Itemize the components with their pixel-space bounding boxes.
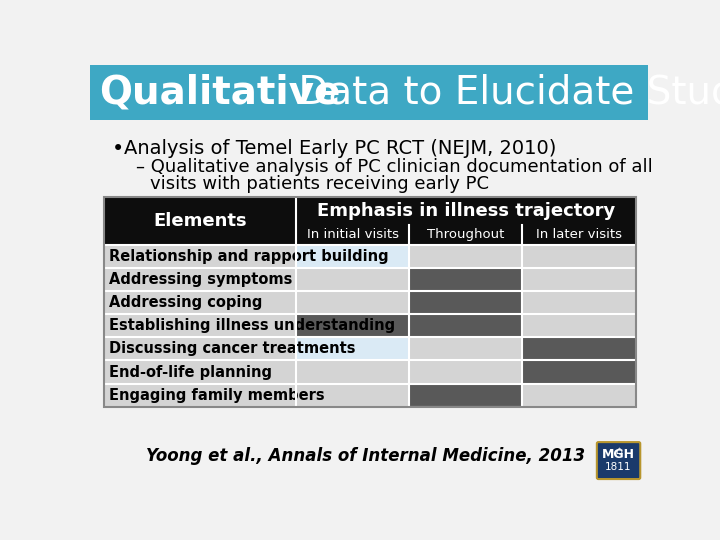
- Bar: [409, 314, 523, 338]
- Text: Throughout: Throughout: [427, 228, 505, 241]
- Bar: [104, 197, 636, 407]
- Bar: [409, 338, 523, 361]
- Bar: [523, 245, 636, 268]
- Bar: [296, 225, 409, 245]
- Bar: [296, 383, 409, 407]
- FancyBboxPatch shape: [597, 442, 640, 479]
- Bar: [104, 383, 296, 407]
- Text: Addressing symptoms: Addressing symptoms: [109, 272, 293, 287]
- Bar: [296, 291, 409, 314]
- Bar: [409, 225, 523, 245]
- Bar: [296, 245, 409, 268]
- Bar: [104, 245, 296, 268]
- Bar: [523, 383, 636, 407]
- Bar: [523, 338, 636, 361]
- Bar: [523, 225, 636, 245]
- Text: Yoong et al., Annals of Internal Medicine, 2013: Yoong et al., Annals of Internal Medicin…: [145, 447, 585, 465]
- Text: – Qualitative analysis of PC clinician documentation of all: – Qualitative analysis of PC clinician d…: [137, 158, 653, 176]
- Bar: [104, 314, 296, 338]
- Text: Qualitative: Qualitative: [99, 73, 341, 112]
- Text: In later visits: In later visits: [536, 228, 622, 241]
- Text: End-of-life planning: End-of-life planning: [109, 364, 272, 380]
- Text: visits with patients receiving early PC: visits with patients receiving early PC: [150, 175, 490, 193]
- Text: In initial visits: In initial visits: [307, 228, 399, 241]
- Text: Relationship and rapport building: Relationship and rapport building: [109, 249, 389, 264]
- Bar: [296, 197, 636, 225]
- Text: •: •: [112, 139, 124, 159]
- Bar: [409, 268, 523, 291]
- Bar: [296, 338, 409, 361]
- Bar: [104, 197, 296, 245]
- Bar: [409, 383, 523, 407]
- Text: Analysis of Temel Early PC RCT (NEJM, 2010): Analysis of Temel Early PC RCT (NEJM, 20…: [124, 139, 557, 158]
- Text: Discussing cancer treatments: Discussing cancer treatments: [109, 341, 356, 356]
- Bar: [523, 314, 636, 338]
- Bar: [104, 268, 296, 291]
- Text: Emphasis in illness trajectory: Emphasis in illness trajectory: [317, 202, 615, 220]
- Text: Engaging family members: Engaging family members: [109, 388, 325, 403]
- Bar: [296, 361, 409, 383]
- Bar: [104, 291, 296, 314]
- Bar: [409, 291, 523, 314]
- Bar: [104, 361, 296, 383]
- Bar: [409, 361, 523, 383]
- Bar: [296, 268, 409, 291]
- Text: MGH: MGH: [602, 448, 635, 461]
- Text: Data to Elucidate Study Findings: Data to Elucidate Study Findings: [287, 73, 720, 112]
- Bar: [90, 65, 648, 120]
- Text: Establishing illness understanding: Establishing illness understanding: [109, 319, 395, 333]
- Bar: [523, 291, 636, 314]
- Bar: [409, 245, 523, 268]
- Text: Elements: Elements: [153, 212, 247, 230]
- Text: Addressing coping: Addressing coping: [109, 295, 263, 310]
- Text: 1811: 1811: [606, 462, 632, 472]
- Bar: [523, 268, 636, 291]
- Bar: [523, 361, 636, 383]
- Bar: [296, 314, 409, 338]
- Text: ⌂: ⌂: [615, 446, 622, 456]
- Bar: [104, 338, 296, 361]
